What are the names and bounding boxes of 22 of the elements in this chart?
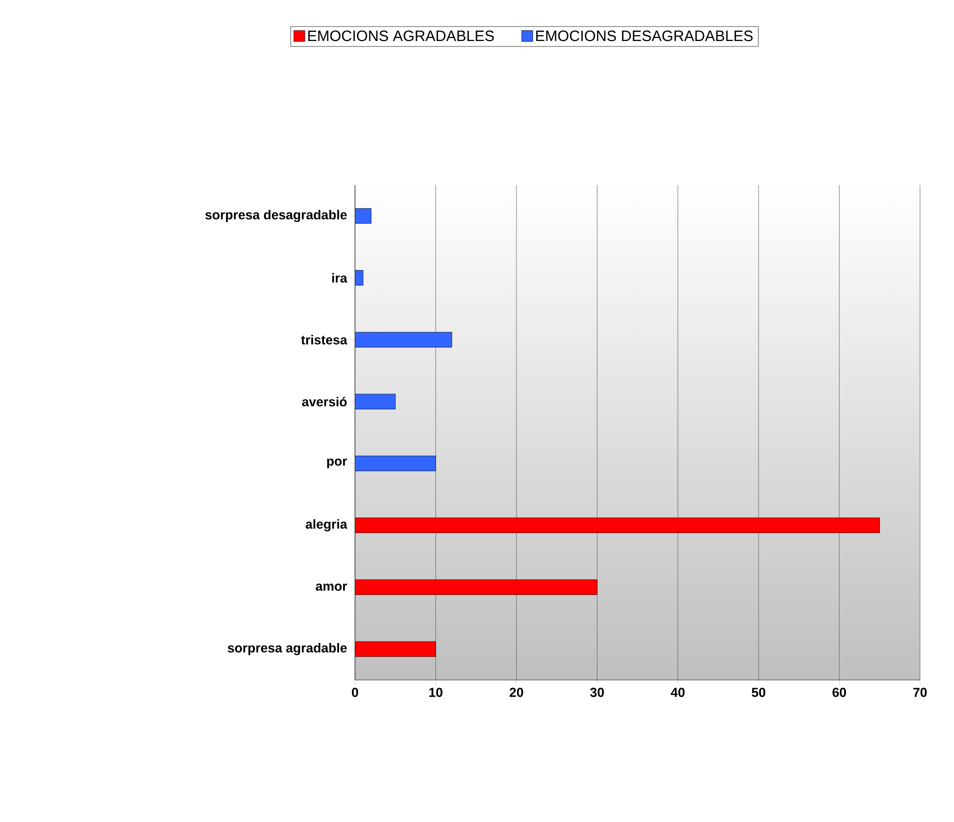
bar [355, 208, 372, 224]
x-tick-label: 50 [752, 688, 766, 697]
y-tick-label: alegria [306, 519, 348, 532]
x-tick-label: 0 [352, 688, 358, 697]
y-tick-label: sorpresa agradable [228, 642, 347, 656]
x-tick-label: 40 [670, 688, 685, 697]
x-tick-label: 10 [429, 688, 442, 697]
y-tick-label: amor [316, 584, 348, 591]
x-tick-label: 20 [510, 688, 524, 697]
bar [355, 394, 396, 410]
bar [355, 332, 452, 348]
x-tick-label: 60 [832, 688, 846, 697]
y-tick-label: aversió [302, 396, 347, 406]
x-tick-label: 30 [590, 688, 604, 697]
legend-label: EMOCIONS DESAGRADABLES [536, 30, 753, 42]
y-tick-label: sorpresa desagradable [205, 210, 347, 222]
y-tick-label: por [327, 458, 348, 468]
bar [355, 456, 436, 472]
y-tick-label: tristesa [301, 334, 348, 344]
legend-label: EMOCIONS AGRADABLES [308, 30, 494, 42]
x-tick-label: 70 [913, 688, 927, 697]
y-tick-label: ira [332, 273, 348, 283]
